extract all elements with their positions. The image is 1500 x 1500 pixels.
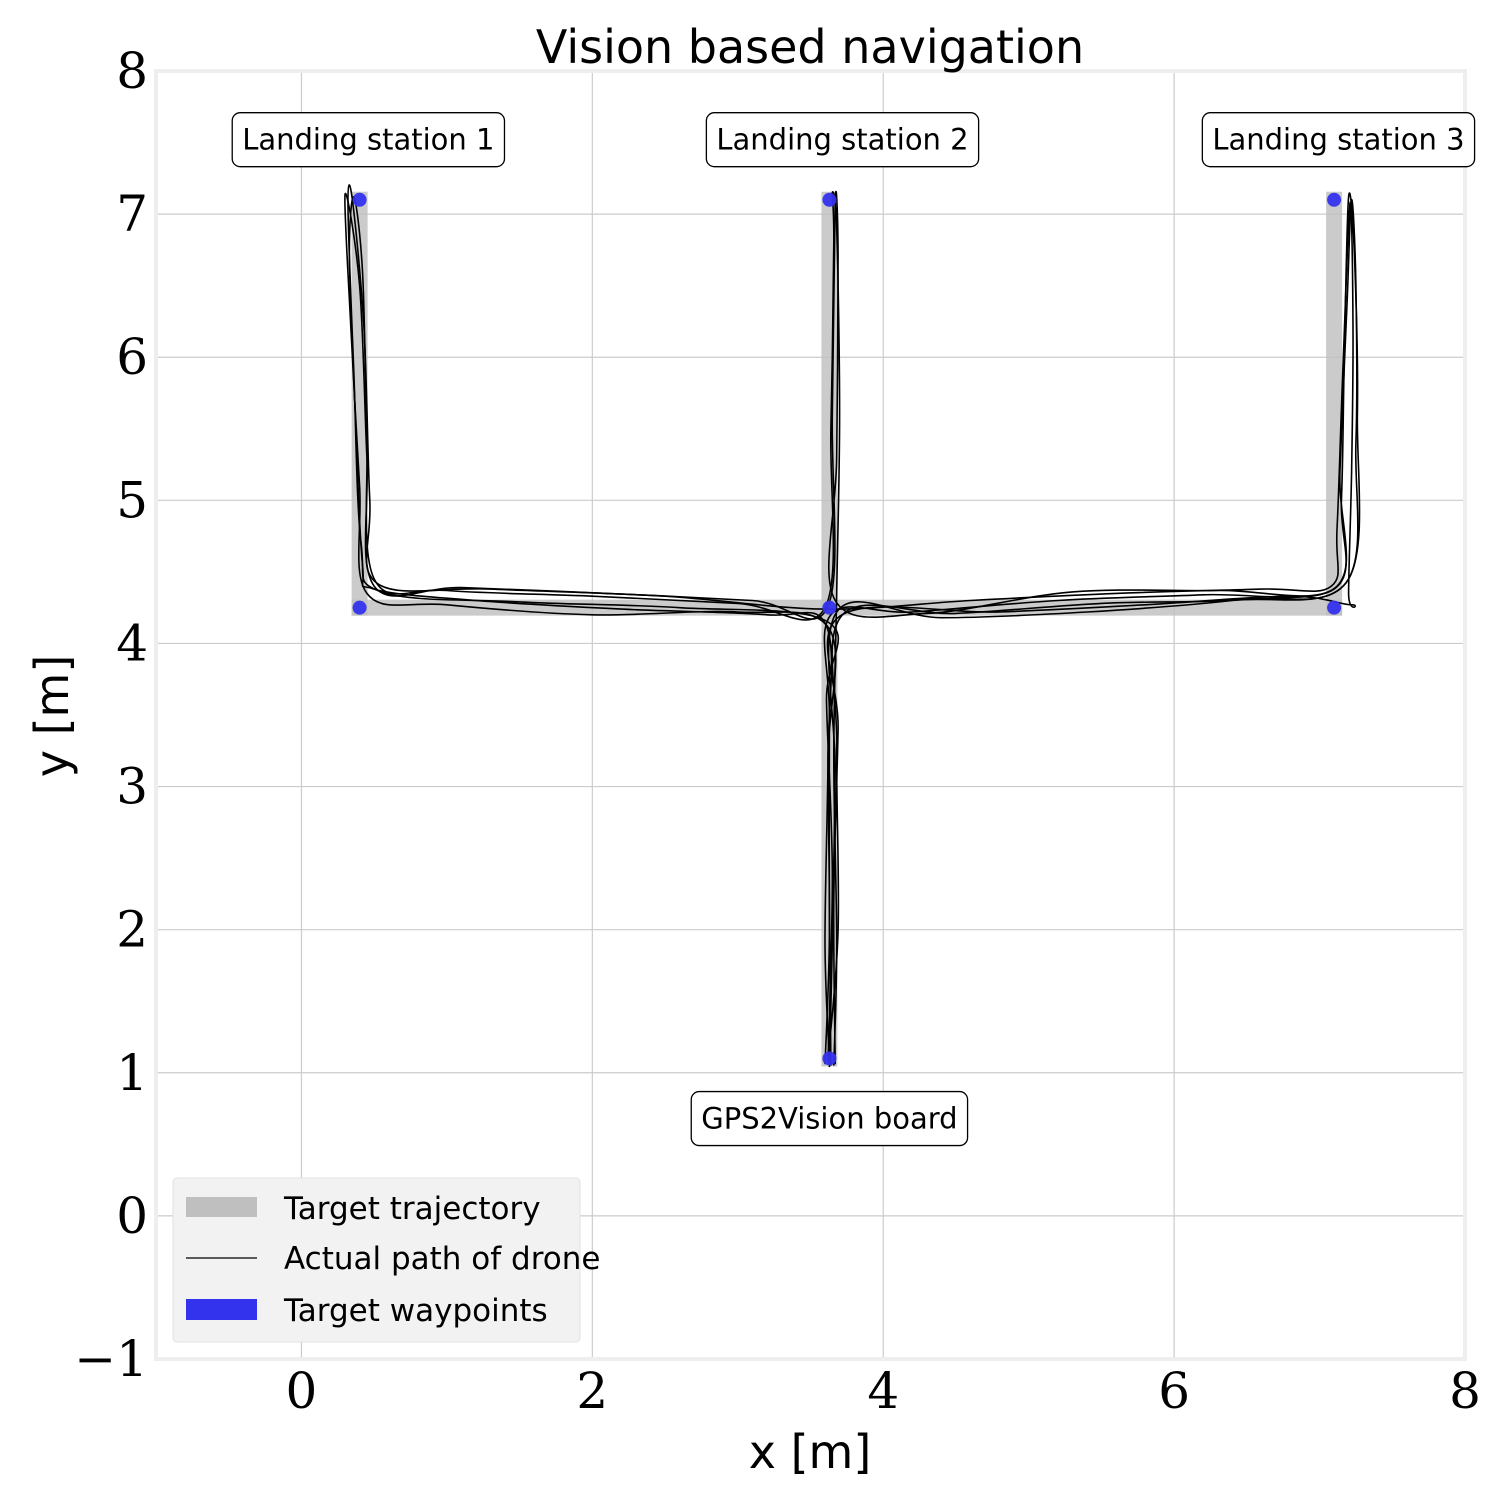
drone-path-line	[823, 192, 1361, 1066]
x-axis-label: x [m]	[749, 1425, 872, 1479]
waypoint-marker	[1327, 192, 1342, 207]
annotation-label: Landing station 1	[242, 123, 494, 157]
annotation-frame	[1201, 112, 1476, 168]
y-tick-label: 3	[116, 758, 148, 816]
annotation-box: Landing station 2	[705, 112, 980, 168]
waypoint-marker	[1327, 600, 1342, 615]
y-tick-label: 8	[116, 42, 148, 100]
annotations: Landing station 1 Landing station 2 Landin…	[231, 112, 1476, 1147]
chart-title: Vision based navigation	[536, 20, 1084, 74]
drone-path-line	[348, 191, 841, 1066]
annotation-label: Landing station 2	[716, 123, 968, 157]
waypoint-marker	[352, 192, 367, 207]
waypoint-marker	[822, 1051, 837, 1066]
y-tick-label: 5	[116, 471, 148, 529]
y-tick-label: 1	[116, 1044, 148, 1102]
plot-frame	[154, 69, 1467, 1361]
legend-box	[172, 1177, 581, 1343]
x-tick-label: 4	[867, 1362, 899, 1420]
annotation-label: GPS2Vision board	[701, 1102, 957, 1136]
x-tick-label: 0	[286, 1362, 318, 1420]
grid-lines	[156, 71, 1465, 1359]
annotation-frame	[690, 1090, 969, 1147]
drone-path-line	[344, 190, 1359, 1068]
y-tick-label: 6	[116, 328, 148, 386]
annotation-frame	[231, 112, 506, 168]
legend: Target trajectory Actual path of drone T…	[172, 1177, 600, 1343]
target-waypoints	[352, 192, 1342, 1066]
annotation-box: GPS2Vision board	[690, 1090, 969, 1147]
y-tick-label: −1	[74, 1330, 148, 1388]
legend-label-target-waypoints: Target waypoints	[283, 1293, 548, 1329]
annotation-frame	[705, 112, 980, 168]
annotation-box: Landing station 3	[1201, 112, 1476, 168]
legend-swatch-target-trajectory	[186, 1197, 257, 1217]
y-tick-label: 7	[116, 185, 148, 243]
legend-label-target-trajectory: Target trajectory	[283, 1191, 541, 1227]
legend-label-actual-path: Actual path of drone	[284, 1241, 600, 1277]
x-tick-label: 6	[1158, 1362, 1190, 1420]
x-tick-label: 2	[576, 1362, 608, 1420]
annotation-label: Landing station 3	[1212, 123, 1464, 157]
annotation-box: Landing station 1	[231, 112, 506, 168]
y-tick-label: 2	[116, 901, 148, 959]
waypoint-marker	[822, 192, 837, 207]
waypoint-marker	[822, 600, 837, 615]
y-axis-label: y [m]	[25, 655, 79, 778]
y-tick-label: 0	[116, 1187, 148, 1245]
x-tick-label: 8	[1449, 1362, 1481, 1420]
actual-paths	[344, 184, 1361, 1068]
y-tick-label: 4	[116, 614, 148, 672]
drone-path-line	[347, 184, 1356, 1065]
waypoint-marker	[352, 600, 367, 615]
tick-labels: 0 2 4 6 8 −1 0 1 2 3 4 5 6 7 8	[74, 42, 1481, 1420]
legend-swatch-target-waypoints	[186, 1299, 257, 1320]
